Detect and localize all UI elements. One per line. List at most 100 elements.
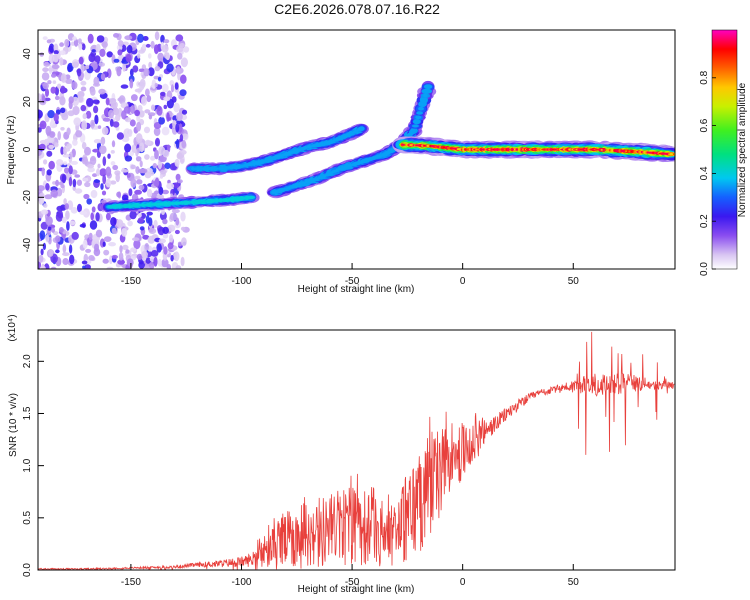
noise-blob (39, 52, 44, 57)
noise-blob (89, 220, 98, 230)
noise-blob (183, 46, 190, 53)
noise-blob (138, 68, 145, 73)
noise-blob (47, 110, 55, 119)
noise-blob (56, 159, 64, 166)
noise-blob (111, 140, 116, 148)
y-tick-label: 0.0 (22, 563, 33, 577)
noise-blob (108, 109, 115, 119)
noise-blob (166, 182, 175, 190)
noise-blob (39, 139, 48, 145)
ridge-blob (669, 152, 674, 156)
noise-blob (90, 87, 96, 96)
y-tick-label: 20 (22, 96, 33, 108)
noise-blob (175, 173, 181, 181)
x-tick-label: -100 (231, 276, 251, 287)
noise-blob (121, 228, 128, 237)
noise-blob (163, 39, 170, 44)
noise-blob (157, 52, 164, 61)
noise-blob (163, 96, 171, 102)
x-tick-label: -100 (231, 577, 251, 588)
noise-blob (67, 64, 73, 73)
y-tick-label: 2.0 (22, 354, 33, 368)
noise-blob (153, 122, 162, 129)
noise-blob (153, 190, 160, 195)
noise-blob (38, 149, 42, 157)
noise-blob (169, 234, 174, 243)
noise-blob (148, 217, 153, 227)
ridge-blob (423, 94, 428, 97)
noise-blob (98, 62, 105, 67)
noise-blob (40, 248, 44, 256)
noise-blob (81, 43, 86, 51)
noise-blob (50, 227, 56, 233)
noise-blob (161, 83, 169, 93)
noise-blob (157, 159, 163, 170)
noise-blob (75, 130, 83, 138)
noise-blob (176, 152, 183, 160)
noise-blob (124, 35, 133, 41)
ridge-blob (418, 107, 424, 110)
noise-blob (158, 146, 166, 156)
noise-blob (105, 166, 112, 177)
noise-blob (175, 138, 180, 149)
noise-blob (85, 64, 90, 70)
noise-blob (44, 97, 51, 102)
noise-blob (87, 167, 95, 173)
colorbar-tick-label: 0.2 (699, 214, 710, 228)
noise-blob (81, 260, 88, 265)
noise-blob (176, 112, 183, 122)
heat-feature-main-ridge (392, 136, 675, 163)
spectrogram-panel: -150 -100 -50 0 50 -40 -20 0 20 40 Height of str… (6, 29, 676, 295)
noise-blob (130, 105, 136, 114)
y-tick-label: 1.5 (22, 406, 33, 420)
noise-blob (100, 136, 106, 146)
noise-blob (47, 226, 52, 231)
ridge-blob (413, 124, 418, 128)
noise-blob (50, 86, 57, 94)
noise-blob (162, 218, 168, 225)
noise-blob (154, 66, 161, 72)
x-tick-label: -150 (121, 577, 141, 588)
noise-blob (110, 217, 117, 227)
noise-blob (124, 117, 132, 123)
x-tick-label: -150 (121, 276, 141, 287)
noise-blob (153, 127, 161, 137)
noise-blob (69, 220, 76, 226)
noise-blob (139, 142, 145, 153)
noise-blob (64, 148, 71, 152)
noise-blob (84, 181, 91, 188)
noise-blob (101, 190, 107, 196)
noise-blob (122, 62, 126, 72)
noise-blob (144, 264, 150, 269)
spectrogram-x-label: Height of straight line (km) (298, 284, 415, 295)
noise-blob (66, 127, 71, 136)
noise-blob (47, 80, 52, 85)
noise-blob (146, 211, 153, 216)
noise-blob (145, 88, 150, 97)
noise-blob (141, 43, 147, 50)
noise-blob (50, 266, 57, 269)
noise-blob (98, 88, 106, 95)
noise-blob (40, 198, 45, 205)
noise-blob (137, 33, 144, 43)
noise-blob (134, 175, 141, 180)
noise-blob (136, 179, 143, 185)
noise-blob (111, 227, 117, 234)
noise-blob (149, 261, 155, 269)
noise-blob (172, 119, 177, 129)
noise-blob (146, 95, 152, 103)
noise-blob (62, 258, 69, 265)
noise-blob (130, 178, 137, 188)
noise-blob (145, 257, 151, 264)
noise-blob (81, 142, 87, 150)
colorbar-tick-label: 0.6 (699, 118, 710, 132)
noise-blob (134, 109, 141, 117)
noise-blob (65, 210, 70, 220)
snr-y-label: SNR (10 * v/v) (8, 393, 19, 457)
noise-blob (94, 243, 99, 252)
noise-blob (152, 163, 157, 169)
noise-blob (86, 98, 94, 107)
noise-blob (92, 99, 100, 104)
noise-blob (42, 36, 48, 40)
noise-blob (91, 49, 96, 53)
